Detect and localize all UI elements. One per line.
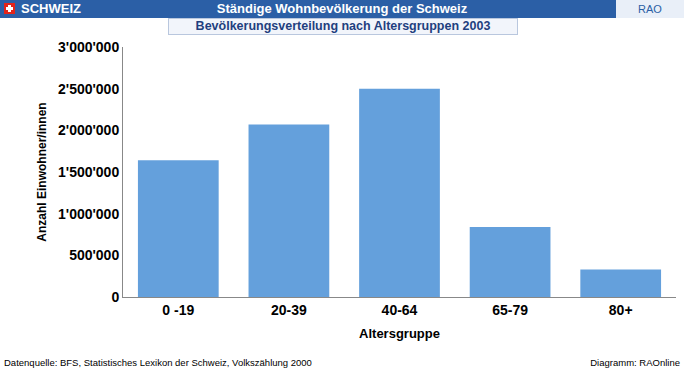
svg-text:Anzahl Einwohner/innen: Anzahl Einwohner/innen: [35, 102, 49, 241]
svg-text:20-39: 20-39: [271, 302, 307, 318]
html-text:Datenquelle: BFS, Statistische: Datenquelle: BFS, Statistisches Lexikon …: [4, 357, 312, 368]
svg-text:1'500'000: 1'500'000: [58, 164, 119, 180]
svg-text:80+: 80+: [609, 302, 633, 318]
svg-text:65-79: 65-79: [492, 302, 528, 318]
svg-text:500'000: 500'000: [69, 247, 119, 263]
svg-text:2'500'000: 2'500'000: [58, 81, 119, 97]
html-text:RAO: RAO: [638, 3, 662, 15]
svg-text:3'000'000: 3'000'000: [58, 39, 119, 55]
svg-text:0 -19: 0 -19: [162, 302, 194, 318]
svg-text:0: 0: [111, 289, 119, 305]
svg-text:2'000'000: 2'000'000: [58, 122, 119, 138]
svg-text:1'000'000: 1'000'000: [58, 206, 119, 222]
html-text:Bevölkerungsverteilung nach Al: Bevölkerungsverteilung nach Altersgruppe…: [195, 19, 491, 33]
html-text:Ständige Wohnbevölkerung der S: Ständige Wohnbevölkerung der Schweiz: [216, 1, 468, 16]
html-text:Diagramm: RAOnline: Diagramm: RAOnline: [590, 357, 680, 368]
html-text:SCHWEIZ: SCHWEIZ: [21, 1, 81, 16]
svg-text:40-64: 40-64: [382, 302, 418, 318]
svg-text:Altersgruppe: Altersgruppe: [359, 326, 440, 341]
